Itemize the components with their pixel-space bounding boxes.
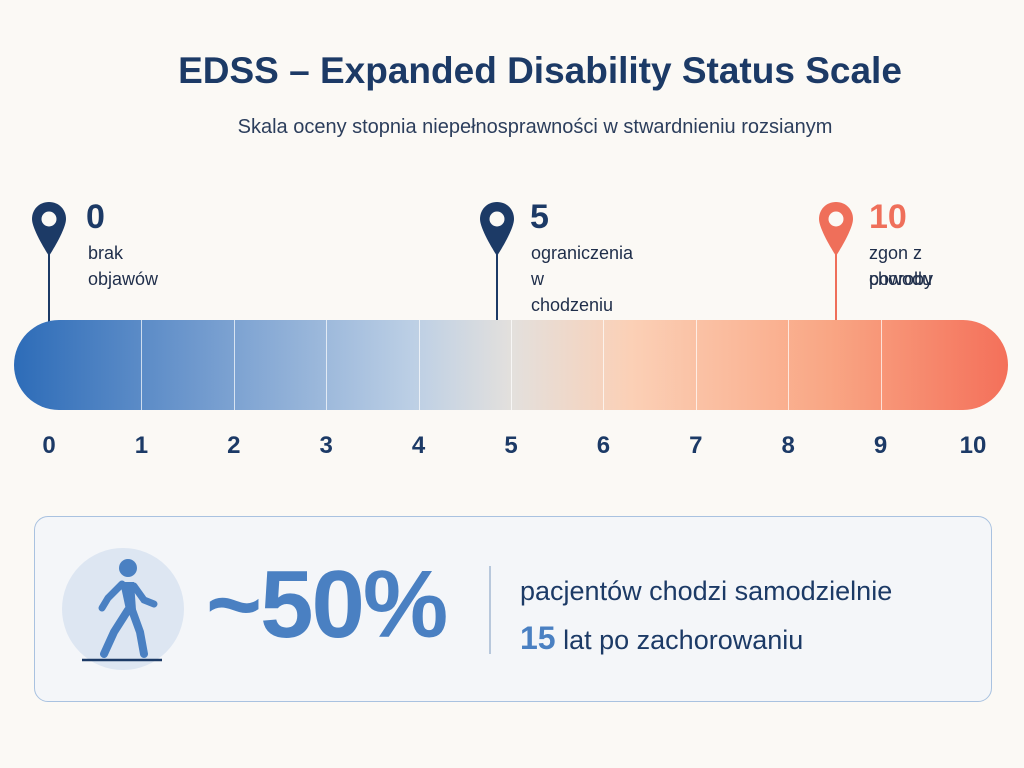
- scale-tick-label: 10: [959, 432, 987, 459]
- statistic-value: ~50%: [206, 551, 448, 658]
- statistic-description-line2: 15 lat po zachorowaniu: [520, 620, 803, 657]
- page-title: EDSS – Expanded Disability Status Scale: [178, 50, 902, 91]
- scale-tick-label: 8: [781, 432, 795, 459]
- walking-person-icon: [82, 559, 162, 662]
- scale-tick-label: 9: [873, 432, 888, 459]
- marker-label: ograniczenia: [531, 243, 634, 263]
- marker-line: [48, 252, 50, 322]
- marker-value: 0: [86, 198, 105, 236]
- scale-tick-line: [141, 320, 143, 410]
- scale-tick-label: 0: [42, 432, 56, 459]
- marker-value: 5: [530, 198, 549, 236]
- map-pin-icon: [32, 202, 66, 256]
- map-pin-icon: [480, 202, 514, 256]
- marker-label: brak objawów: [88, 243, 159, 289]
- statistic-years-number: 15: [520, 620, 556, 656]
- marker-label: zgon z powodu: [869, 243, 933, 289]
- scale-tick-label: 3: [319, 432, 333, 459]
- scale-tick-label: 2: [227, 432, 241, 459]
- marker-line: [496, 252, 498, 322]
- edss-scale-bar: [14, 320, 1008, 410]
- statistic-divider: [489, 566, 491, 654]
- scale-tick-line: [603, 320, 605, 410]
- scale-tick-label: 6: [596, 432, 611, 459]
- marker-line: [835, 252, 837, 322]
- map-pin-icon: [819, 202, 853, 256]
- scale-tick-label: 7: [689, 432, 703, 459]
- scale-tick-label: 4: [411, 432, 426, 459]
- marker-label: w chodzeniu: [531, 269, 614, 315]
- scale-tick-line: [418, 320, 420, 410]
- scale-tick-line: [695, 320, 697, 410]
- scale-tick-line: [511, 320, 512, 410]
- marker-value: 10: [869, 198, 907, 236]
- scale-tick-line: [880, 320, 882, 410]
- scale-tick-label: 1: [134, 432, 149, 459]
- statistic-years-text: lat po zachorowaniu: [563, 625, 804, 655]
- scale-tick-label: 5: [504, 432, 518, 459]
- scale-tick-line: [788, 320, 790, 410]
- statistic-description: pacjentów chodzi samodzielnie: [520, 576, 893, 606]
- scale-tick-line: [326, 320, 328, 410]
- page-subtitle: Skala oceny stopnia niepełnosprawności w…: [237, 116, 833, 138]
- scale-tick-line: [233, 320, 235, 410]
- statistic-panel: [34, 516, 992, 702]
- marker-label: choroby: [869, 269, 934, 289]
